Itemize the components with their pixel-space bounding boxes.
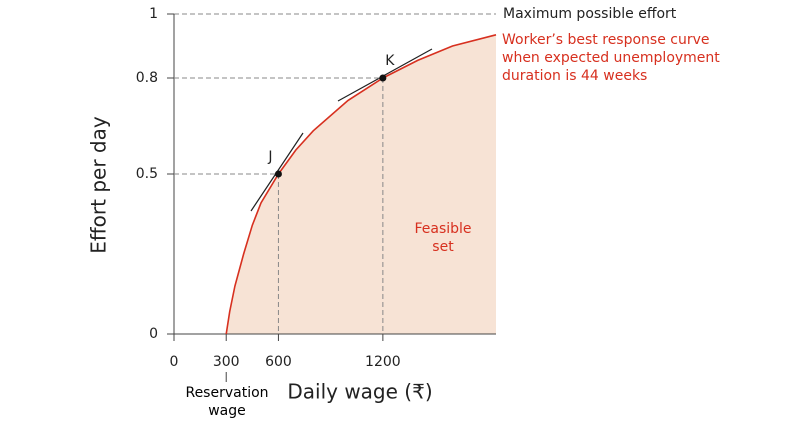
tangent-k [337, 48, 433, 102]
x-tick-label: 300 [213, 354, 240, 370]
x-tick-label: 1200 [365, 354, 401, 370]
point-label: K [385, 53, 395, 69]
y-tick-label: 0.5 [136, 166, 158, 182]
feasible-area [226, 34, 496, 335]
best-response-curve [225, 34, 497, 335]
y-axis-title: Effort per day [87, 116, 111, 254]
x-axis-title: Daily wage (₹) [287, 380, 432, 404]
point-label: J [267, 149, 272, 165]
y-tick-label: 0.8 [136, 70, 158, 86]
point [274, 170, 282, 178]
reservation-label: Reservation wage [185, 385, 269, 419]
x-tick-label: 600 [265, 354, 292, 370]
feasible-label: Feasible set [414, 221, 472, 255]
point [379, 74, 387, 82]
curve-label: Worker’s best response curve when expect… [502, 32, 720, 84]
y-tick-label: 0 [149, 326, 158, 342]
x-tick-label: 0 [170, 354, 179, 370]
max-effort-label: Maximum possible effort [503, 6, 677, 22]
y-tick-label: 1 [149, 6, 158, 22]
